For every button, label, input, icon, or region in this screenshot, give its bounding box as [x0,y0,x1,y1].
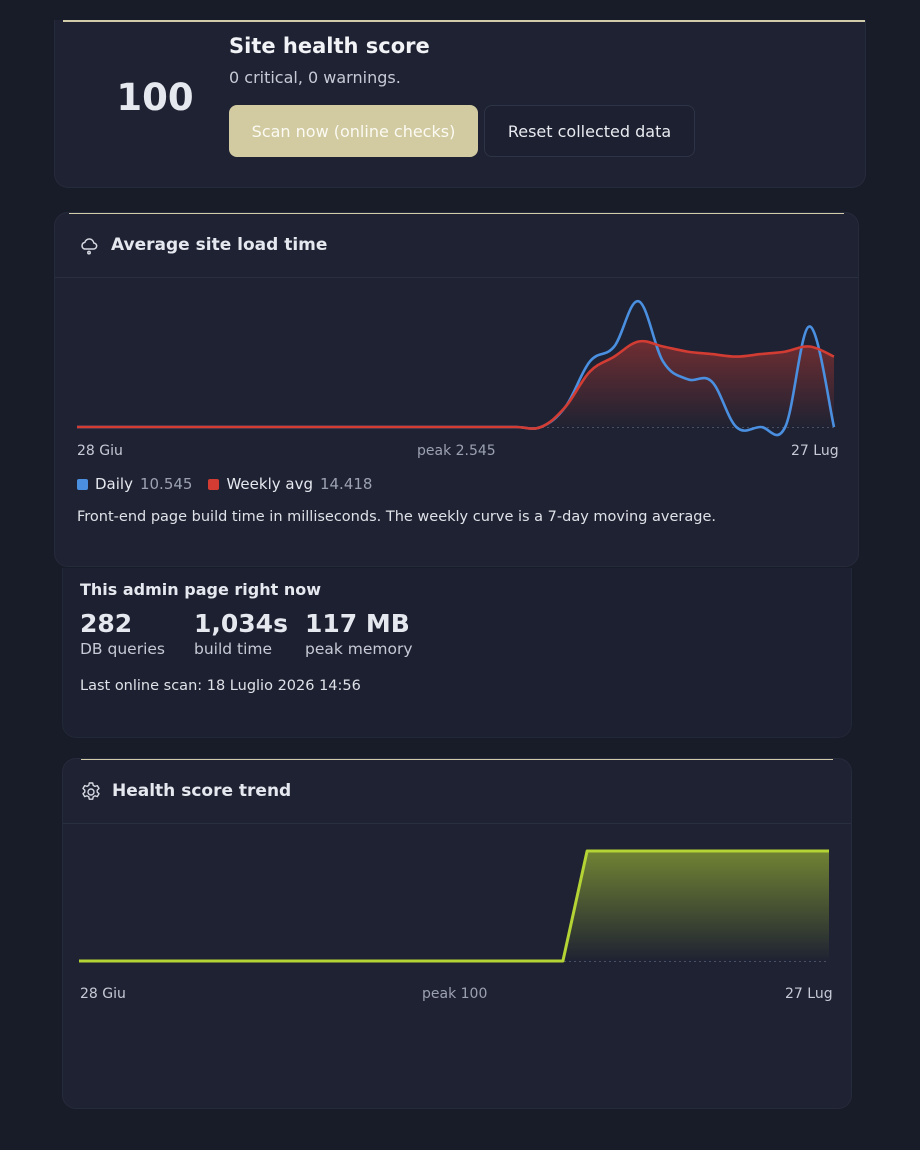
last-online-scan: Last online scan: 18 Luglio 2026 14:56 [80,678,361,694]
weekly-legend-swatch [208,478,220,490]
load-time-header: Average site load time [55,213,858,278]
card-accent-line [69,213,844,214]
x-axis-end-label: 27 Lug [785,986,833,1002]
health-trend-title: Health score trend [112,781,292,801]
admin-page-stats-card: This admin page right now 282 DB queries… [62,568,852,738]
health-score-card: 100 Site health score 0 critical, 0 warn… [54,20,866,188]
stat-label: DB queries [80,640,165,658]
stat-label: peak memory [305,640,413,658]
load-time-card: Average site load time 28 Giu peak 2.545… [54,212,859,567]
daily-legend-label: Daily [95,475,133,493]
health-trend-header: Health score trend [63,759,851,824]
card-accent-line [63,20,865,22]
health-trend-chart [79,849,829,963]
stat-value: 117 MB [305,609,410,638]
x-axis-start-label: 28 Giu [80,986,126,1002]
admin-stats-title: This admin page right now [80,580,321,599]
stat-value: 1,034s [194,609,288,638]
weekly-avg-line [77,339,835,430]
gear-icon [80,781,100,801]
scan-now-button[interactable]: Scan now (online checks) [229,105,478,157]
series-area [79,851,829,961]
weekly-legend-label: Weekly avg [226,475,313,493]
health-trend-card: Health score trend 28 Giu peak 100 27 Lu… [62,758,852,1109]
weekly-avg-area [77,341,834,429]
health-score-value: 100 [116,76,194,119]
weekly-legend-value: 14.418 [319,475,373,493]
series-line [79,849,829,963]
stat-value: 282 [80,609,133,638]
chart-description: Front-end page build time in millisecond… [77,509,716,525]
x-axis-start-label: 28 Giu [77,443,123,459]
build-time-stat: 1,034s build time [194,608,288,658]
reset-data-button[interactable]: Reset collected data [484,105,695,157]
load-time-title: Average site load time [111,235,328,255]
db-queries-stat: 282 DB queries [80,608,165,658]
peak-memory-stat: 117 MB peak memory [305,608,413,658]
daily-legend-value: 10.545 [139,475,193,493]
health-score-title: Site health score [229,34,430,58]
cloud-icon [79,235,99,255]
x-axis-peak-label: peak 100 [422,986,488,1002]
x-axis-peak-label: peak 2.545 [417,443,496,459]
load-time-chart [77,300,836,437]
x-axis-end-label: 27 Lug [791,443,839,459]
card-accent-line [81,759,833,760]
chart-legend: Daily 10.545 Weekly avg 14.418 [77,475,388,493]
health-score-summary: 0 critical, 0 warnings. [229,68,401,87]
daily-legend-swatch [77,478,88,490]
stat-label: build time [194,640,273,658]
